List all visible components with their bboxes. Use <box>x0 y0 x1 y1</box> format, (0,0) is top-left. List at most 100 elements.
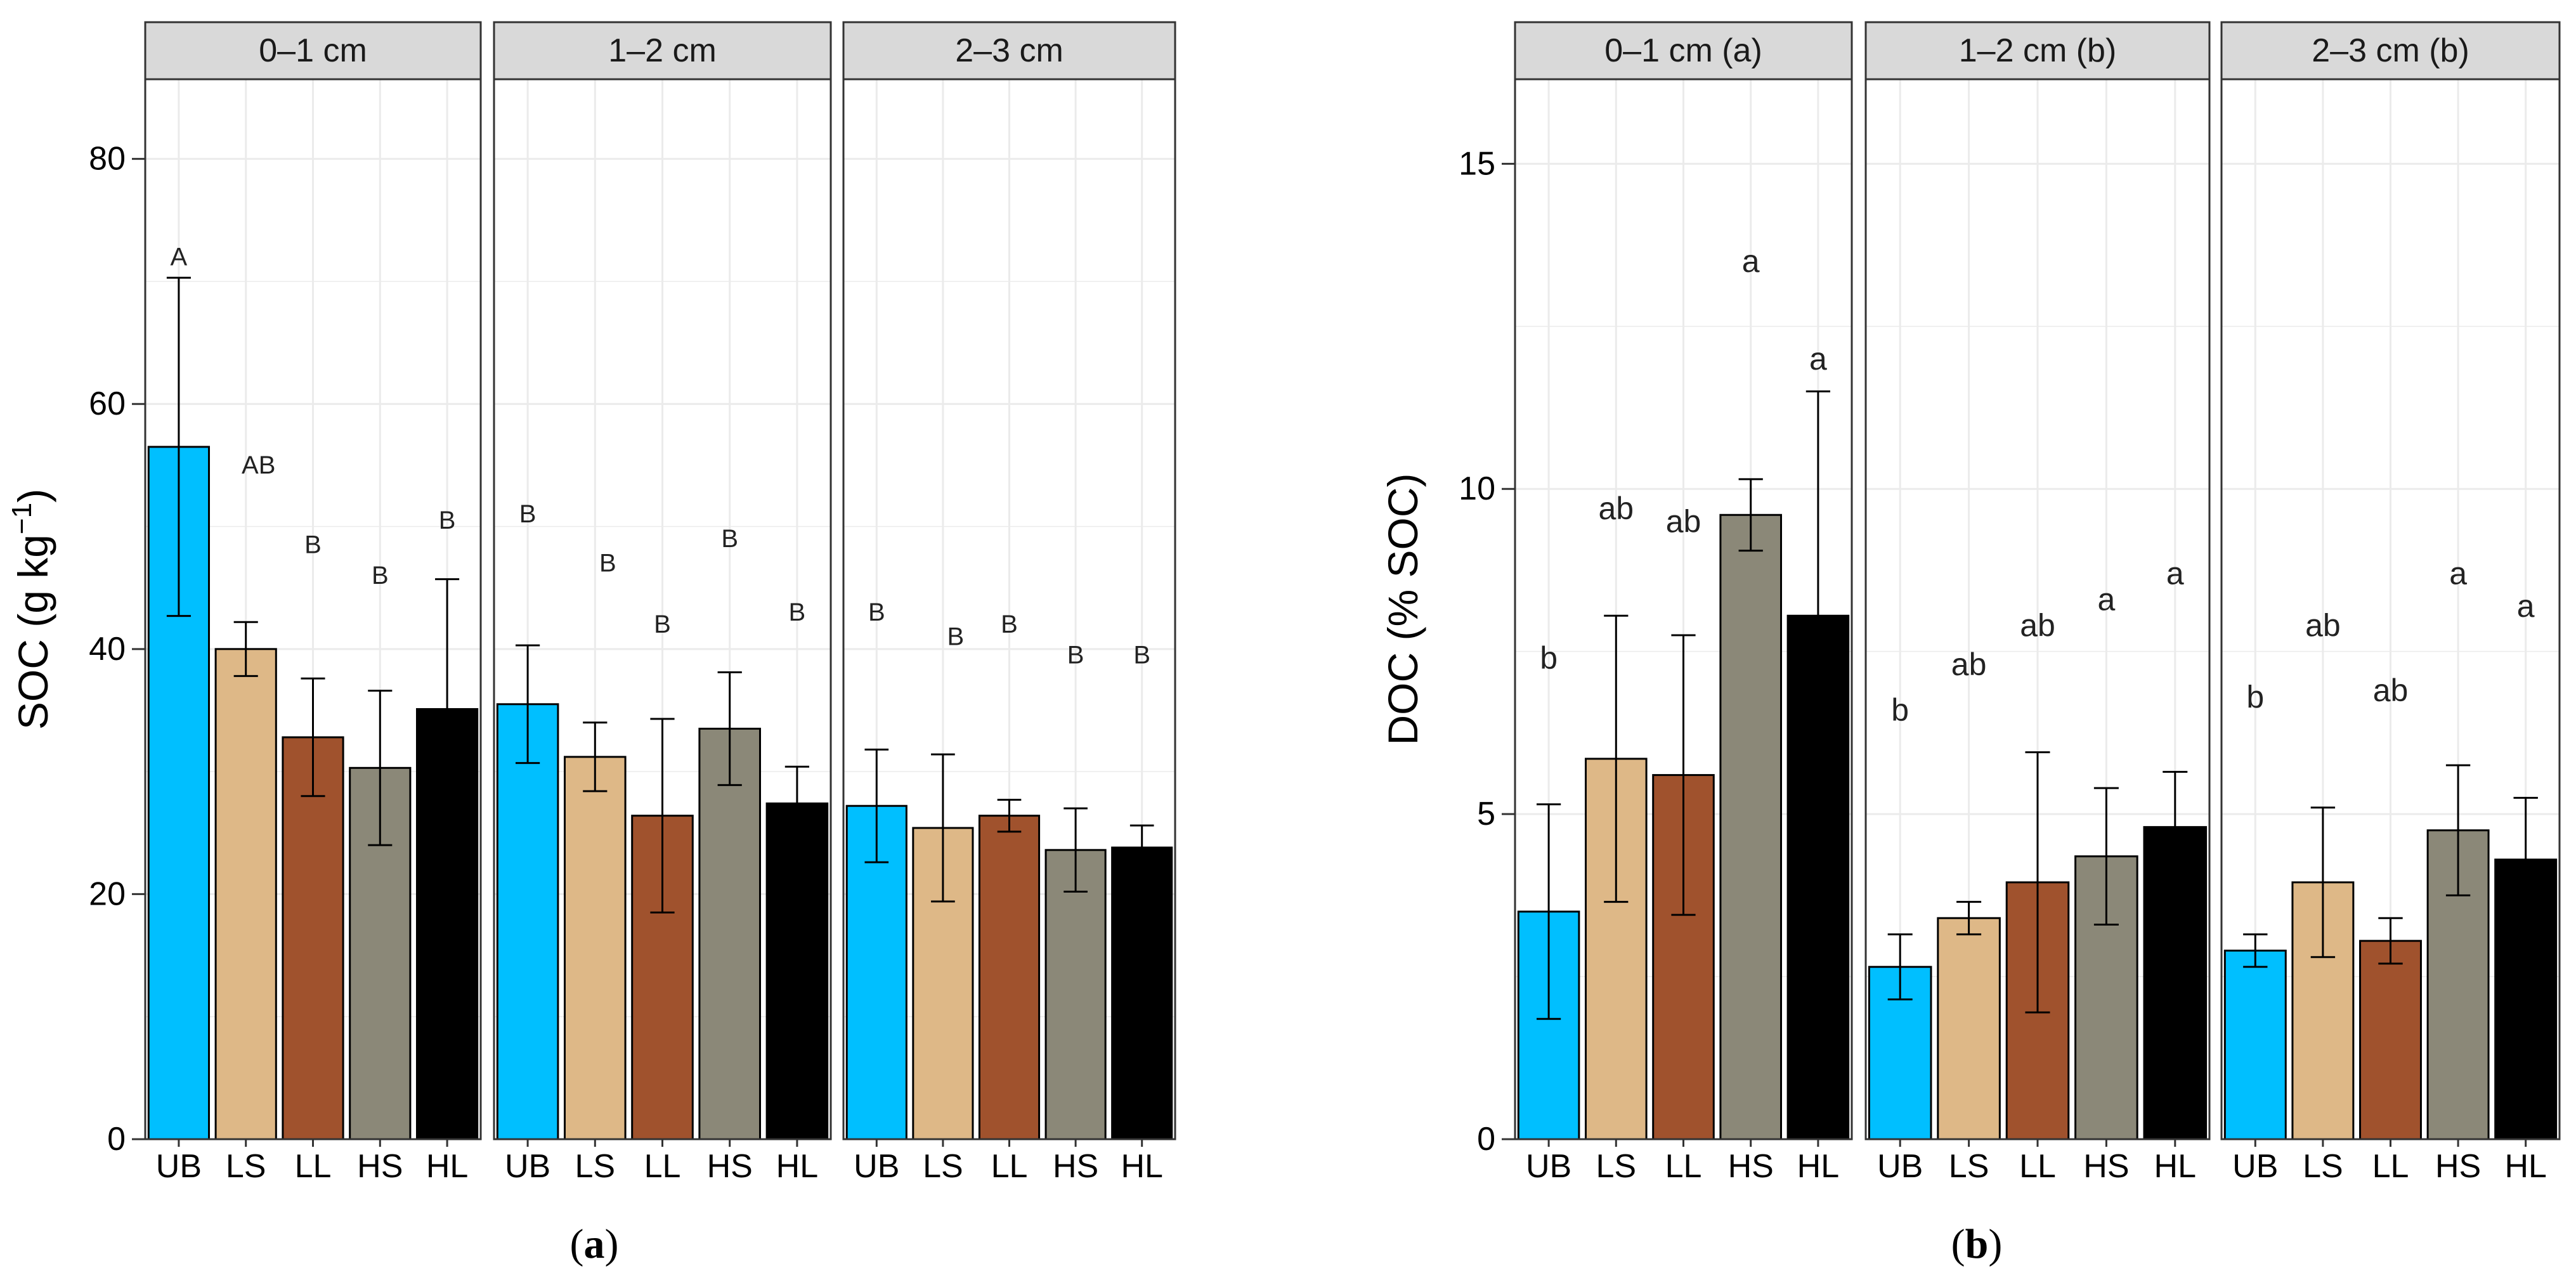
facet-strip <box>1864 21 2211 81</box>
significance-letter-HL: B <box>439 507 456 534</box>
panel-label-b-letter: b <box>1965 1221 1989 1267</box>
bar-UB <box>496 703 559 1140</box>
x-tick-label-LS: LS <box>2303 1148 2343 1185</box>
bar-HS <box>1719 513 1782 1140</box>
x-tick-label-UB: UB <box>1526 1148 1571 1185</box>
y-tick-label: 60 <box>89 385 126 422</box>
significance-letter-UB: b <box>1540 640 1558 676</box>
x-tick-label-HL: HL <box>2504 1148 2546 1185</box>
x-tick-label-LL: LL <box>644 1148 681 1185</box>
x-tick-label-LL: LL <box>1665 1148 1702 1185</box>
significance-letter-LS: ab <box>1598 491 1634 526</box>
significance-letter-LL: B <box>654 610 671 638</box>
facet-strip-label: 2–3 cm <box>955 32 1064 69</box>
facet-1-0: b UB ab LS ab LL a HS a HL 0–1 cm (a) <box>1514 21 1853 1185</box>
y-tick-label: 80 <box>89 141 126 178</box>
significance-letter-HL: B <box>789 598 806 626</box>
significance-letter-HL: a <box>1809 341 1827 377</box>
bar-HS <box>698 727 761 1140</box>
x-tick-label-LS: LS <box>923 1148 963 1185</box>
significance-letter-HS: B <box>372 562 389 590</box>
facet-strip-label: 0–1 cm <box>259 32 367 69</box>
bar-LL <box>978 815 1041 1140</box>
x-tick-label-HS: HS <box>707 1148 753 1185</box>
y-tick-label: 20 <box>89 875 126 912</box>
facet-strip <box>493 21 832 81</box>
significance-letter-HS: a <box>1742 243 1760 279</box>
facet-strip-label: 2–3 cm (b) <box>2312 32 2469 69</box>
significance-letter-LL: ab <box>2373 673 2409 708</box>
significance-letter-LL: ab <box>2020 608 2055 643</box>
facet-1-1: b UB ab LS ab LL a HS a HL 1–2 cm (b) <box>1864 21 2211 1185</box>
x-tick-label-LS: LS <box>575 1148 615 1185</box>
significance-letter-HS: a <box>2449 556 2467 591</box>
x-tick-label-LL: LL <box>2019 1148 2056 1185</box>
significance-letter-HS: a <box>2097 582 2115 617</box>
significance-letter-UB: B <box>868 598 885 626</box>
facet-strip-label: 1–2 cm <box>608 32 717 69</box>
x-tick-label-LL: LL <box>991 1148 1028 1185</box>
facet-0-0: A UB AB LS B LL B HS B HL 0–1 cm <box>144 21 482 1185</box>
significance-letter-HL: B <box>1133 641 1150 669</box>
bar-HS <box>1044 849 1107 1140</box>
x-tick-label-UB: UB <box>1877 1148 1923 1185</box>
x-tick-label-UB: UB <box>854 1148 899 1185</box>
panel-label-a: (a) <box>569 1221 619 1267</box>
significance-letter-HS: B <box>1067 641 1084 669</box>
facet-strip <box>144 21 482 81</box>
facet-0-1: B UB B LS B LL B HS B HL 1–2 cm <box>493 21 832 1185</box>
bar-HL <box>1111 846 1173 1140</box>
facet-strip-label: 1–2 cm (b) <box>1959 32 2117 69</box>
significance-letter-UB: B <box>519 500 537 528</box>
x-tick-label-LS: LS <box>1596 1148 1636 1185</box>
x-tick-label-HS: HS <box>357 1148 403 1185</box>
x-tick-label-HL: HL <box>426 1148 468 1185</box>
significance-letter-LS: ab <box>1951 647 1987 682</box>
facet-strip <box>842 21 1176 81</box>
x-tick-label-LS: LS <box>1949 1148 1989 1185</box>
x-tick-label-HS: HS <box>1053 1148 1098 1185</box>
significance-letter-LS: ab <box>2305 608 2341 643</box>
y-axis-title: DOC (% SOC) <box>1379 474 1426 746</box>
x-tick-label-UB: UB <box>156 1148 202 1185</box>
panel-label-b: (b) <box>1951 1221 2003 1267</box>
x-tick-label-LL: LL <box>2372 1148 2409 1185</box>
panel-label-a-letter: a <box>583 1221 605 1267</box>
significance-letter-HL: a <box>2517 588 2535 624</box>
x-tick-label-HL: HL <box>2154 1148 2196 1185</box>
bar-LS <box>1937 917 2001 1140</box>
y-tick-label: 0 <box>107 1121 126 1158</box>
significance-letter-HS: B <box>721 525 738 553</box>
significance-letter-LL: B <box>304 531 322 559</box>
x-tick-label-HS: HS <box>2083 1148 2129 1185</box>
facet-strip <box>2220 21 2561 81</box>
x-tick-label-HS: HS <box>1728 1148 1774 1185</box>
significance-letter-LS: AB <box>242 451 275 479</box>
significance-letter-HL: a <box>2166 556 2184 591</box>
y-tick-label: 40 <box>89 631 126 668</box>
y-tick-label: 0 <box>1477 1121 1495 1158</box>
significance-letter-LS: B <box>947 623 965 650</box>
x-tick-label-HL: HL <box>776 1148 818 1185</box>
x-tick-label-LS: LS <box>226 1148 266 1185</box>
bar-HL <box>765 802 829 1140</box>
facet-strip-label: 0–1 cm (a) <box>1604 32 1762 69</box>
y-tick-label: 10 <box>1459 470 1495 507</box>
bar-LS <box>564 756 627 1140</box>
facet-0-2: B UB B LS B LL B HS B HL 2–3 cm <box>842 21 1176 1185</box>
x-tick-label-UB: UB <box>505 1148 550 1185</box>
y-axis-title-close: ) <box>10 489 56 503</box>
y-axis-title-superscript: −1 <box>6 503 37 534</box>
y-tick-label: 15 <box>1459 145 1495 182</box>
x-tick-label-LL: LL <box>295 1148 332 1185</box>
bar-UB <box>2223 950 2287 1140</box>
x-tick-label-UB: UB <box>2232 1148 2278 1185</box>
facet-1-2: b UB ab LS ab LL a HS a HL 2–3 cm (b) <box>2220 21 2561 1185</box>
significance-letter-UB: b <box>2246 679 2264 714</box>
y-tick-label: 5 <box>1477 796 1495 832</box>
facet-strip <box>1514 21 1853 81</box>
x-tick-label-HL: HL <box>1121 1148 1162 1185</box>
x-tick-label-HS: HS <box>2435 1148 2481 1185</box>
